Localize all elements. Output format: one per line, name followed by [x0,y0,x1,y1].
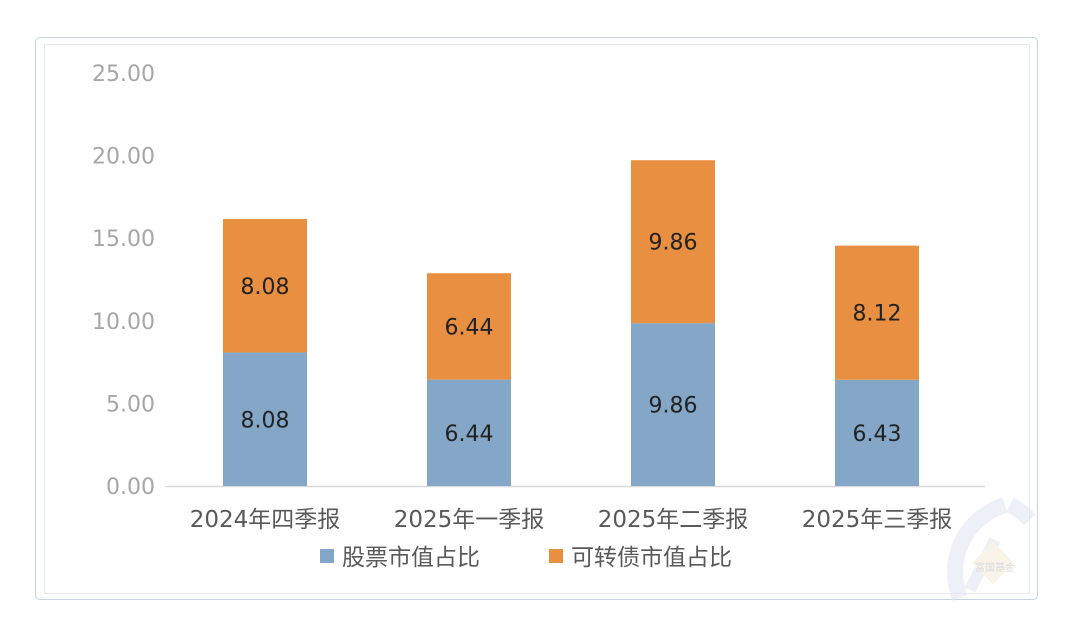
x-axis: 2024年四季报 2025年一季报 2025年二季报 2025年三季报 [190,507,953,533]
data-label: 8.12 [853,302,902,327]
data-label: 8.08 [241,275,290,300]
y-tick-label: 15.00 [92,227,155,252]
chart-inner-frame [44,44,1030,594]
legend-swatch [320,549,334,563]
data-label: 6.44 [445,422,494,447]
y-tick-label: 10.00 [92,310,155,335]
x-tick-label: 2025年三季报 [802,507,953,533]
y-axis: 0.00 5.00 10.00 15.00 20.00 25.00 [92,62,155,500]
y-tick-label: 25.00 [92,62,155,87]
x-tick-label: 2025年二季报 [598,507,749,533]
watermark-text: 富国基金 [975,561,1015,574]
data-label: 8.08 [241,408,290,433]
chart-outer-frame [35,37,1038,600]
x-tick-label: 2024年四季报 [190,507,341,533]
y-tick-label: 20.00 [92,145,155,170]
legend-label: 可转债市值占比 [571,545,732,571]
data-label: 6.43 [853,422,902,447]
bar-segment-convertible-bond [835,245,919,380]
bar-segment-convertible-bond [631,160,715,324]
data-label: 9.86 [649,231,698,256]
y-tick-label: 5.00 [106,392,155,417]
bar-segment-convertible-bond [427,273,511,380]
watermark-logo: 富国基金 [947,497,1036,601]
data-label: 9.86 [649,394,698,419]
y-tick-label: 0.00 [106,475,155,500]
bar-segment-convertible-bond [223,219,307,353]
bars: 8.08 8.08 6.44 6.44 9.86 9.86 6.43 8.12 [223,160,919,486]
legend-label: 股票市值占比 [342,545,480,571]
bar-segment-stock [427,379,511,486]
bar-segment-stock [835,379,919,486]
legend-swatch [549,549,563,563]
bar-segment-stock [223,352,307,486]
bar-segment-stock [631,323,715,486]
data-label: 6.44 [445,315,494,340]
x-tick-label: 2025年一季报 [394,507,545,533]
legend: 股票市值占比 可转债市值占比 [320,545,732,571]
